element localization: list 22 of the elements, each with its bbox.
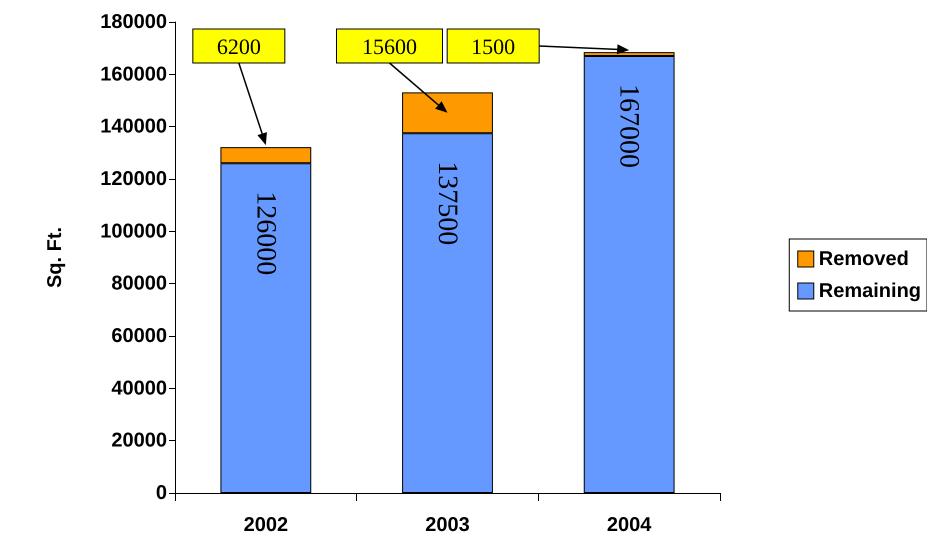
y-axis-title: Sq. Ft. bbox=[44, 226, 66, 288]
y-tick-label: 80000 bbox=[111, 272, 167, 295]
y-tick-label: 40000 bbox=[111, 377, 167, 400]
legend-label: Removed bbox=[818, 248, 909, 270]
annotation: 1500 bbox=[471, 34, 516, 59]
x-tick-label: 2004 bbox=[606, 514, 652, 536]
data-label: 126000 bbox=[250, 191, 282, 276]
y-tick-label: 0 bbox=[156, 482, 167, 504]
y-tick-label: 100000 bbox=[100, 220, 167, 242]
y-tick-label: 120000 bbox=[100, 168, 167, 190]
data-label: 137500 bbox=[432, 161, 463, 246]
legend-label: Remaining bbox=[818, 280, 922, 302]
data-label: 167000 bbox=[614, 84, 645, 168]
y-tick-label: 180000 bbox=[100, 11, 167, 33]
y-tick-label: 140000 bbox=[100, 116, 167, 138]
y-tick-label: 160000 bbox=[100, 63, 167, 86]
y-tick-label: 20000 bbox=[111, 430, 167, 452]
annotation: 6200 bbox=[216, 34, 261, 59]
annotation: 15600 bbox=[362, 34, 417, 59]
y-tick-label: 60000 bbox=[111, 325, 167, 347]
x-tick-label: 2003 bbox=[425, 514, 470, 536]
x-tick-label: 2002 bbox=[244, 514, 288, 536]
